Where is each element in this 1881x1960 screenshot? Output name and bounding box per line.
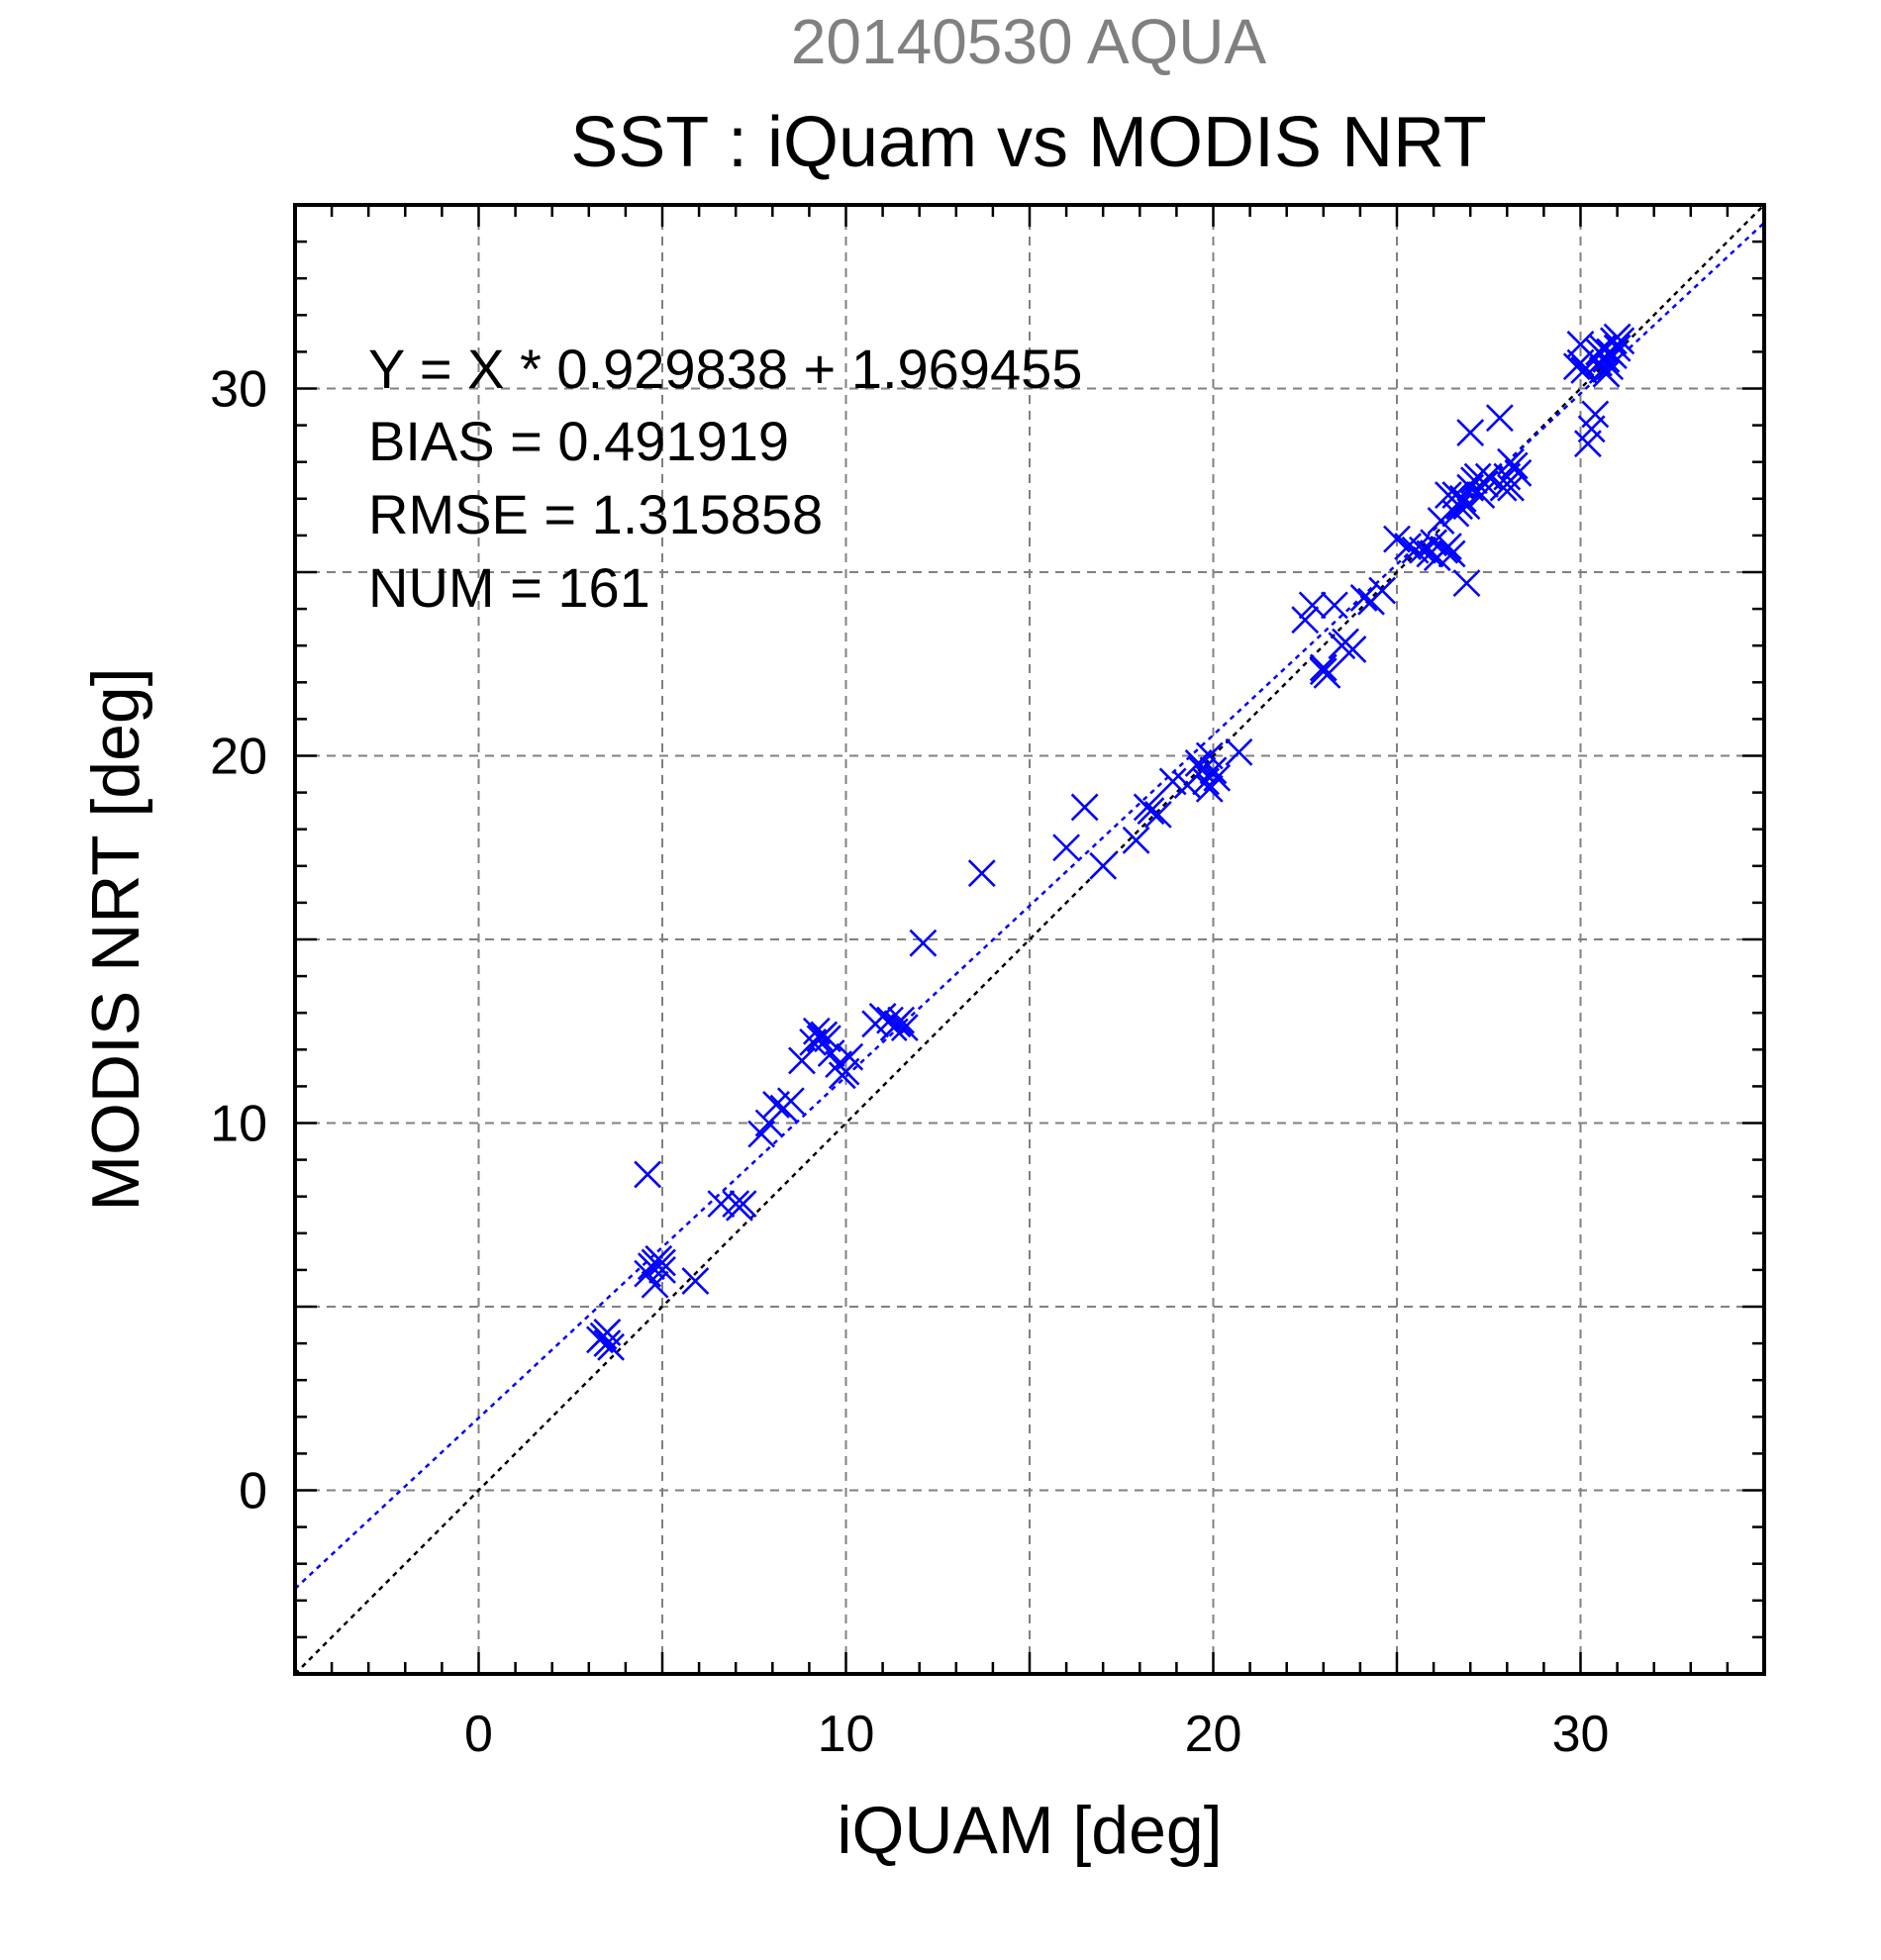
data-point xyxy=(648,1255,676,1284)
data-point xyxy=(1471,470,1499,498)
data-point xyxy=(776,1087,805,1116)
data-point xyxy=(1603,334,1632,362)
data-point xyxy=(1089,851,1118,880)
data-point xyxy=(1349,584,1378,612)
data-point xyxy=(1291,606,1320,635)
data-point xyxy=(1585,338,1613,366)
data-point xyxy=(1188,756,1217,785)
y-tick-label: 20 xyxy=(210,729,267,786)
data-point xyxy=(788,1046,816,1075)
x-tick-label: 20 xyxy=(1185,1706,1242,1763)
data-point xyxy=(1313,660,1341,689)
data-point xyxy=(1607,327,1635,355)
data-point xyxy=(1195,774,1224,803)
data-point xyxy=(729,1190,757,1219)
data-point xyxy=(967,859,996,888)
x-tick-label: 10 xyxy=(818,1706,875,1763)
data-point xyxy=(648,1248,676,1277)
data-point xyxy=(1199,756,1228,785)
data-point xyxy=(836,1042,864,1071)
data-point xyxy=(1309,653,1337,682)
y-tick-label: 10 xyxy=(210,1096,267,1153)
x-tick-label: 30 xyxy=(1552,1706,1610,1763)
data-point xyxy=(1137,797,1165,826)
data-point xyxy=(707,1190,736,1219)
data-point xyxy=(1368,576,1397,605)
reference-lines xyxy=(295,205,1764,1674)
data-point xyxy=(1338,635,1367,663)
data-point xyxy=(681,1267,710,1295)
data-point xyxy=(637,1252,665,1281)
data-point xyxy=(1581,344,1610,373)
data-point xyxy=(1143,800,1172,829)
data-point xyxy=(887,1006,916,1034)
data-point xyxy=(1592,359,1621,388)
num-stat: NUM = 161 xyxy=(368,556,650,619)
data-point xyxy=(1321,591,1348,620)
data-point xyxy=(1467,481,1496,510)
data-point xyxy=(1070,793,1099,822)
data-point xyxy=(1052,833,1081,862)
data-point xyxy=(1596,352,1625,381)
y-tick-label: 30 xyxy=(210,361,267,419)
data-point xyxy=(1225,737,1253,766)
data-point xyxy=(1435,533,1462,560)
data-point xyxy=(1452,569,1481,598)
grid-lines xyxy=(295,205,1764,1674)
data-point xyxy=(1497,473,1525,502)
bias-stat: BIAS = 0.491919 xyxy=(368,410,789,472)
x-axis-label: iQUAM [deg] xyxy=(837,1793,1222,1868)
chart-title: SST : iQuam vs MODIS NRT xyxy=(570,103,1487,182)
rmse-stat: RMSE = 1.315858 xyxy=(368,483,823,545)
data-point xyxy=(1437,539,1466,568)
data-point xyxy=(890,1014,919,1041)
data-point xyxy=(641,1270,669,1299)
data-point xyxy=(876,1006,904,1034)
data-point xyxy=(1298,591,1327,620)
data-point xyxy=(1485,404,1514,433)
tick-labels: 0 10 20 30 0 10 20 30 xyxy=(210,361,1609,1764)
regression-equation: Y = X * 0.929838 + 1.969455 xyxy=(368,338,1082,400)
plot-frame xyxy=(293,203,1766,1676)
y-axis-label: MODIS NRT [deg] xyxy=(78,667,153,1211)
data-point xyxy=(1122,826,1150,854)
data-point xyxy=(909,929,938,957)
x-tick-label: 0 xyxy=(464,1706,493,1763)
fit-line xyxy=(295,222,1764,1590)
chart-subtitle-date: 20140530 AQUA xyxy=(791,6,1267,77)
data-points xyxy=(586,323,1635,1361)
data-point xyxy=(1427,507,1455,535)
data-point xyxy=(1456,419,1485,446)
data-point xyxy=(1452,492,1481,521)
data-point xyxy=(1504,458,1533,487)
data-point xyxy=(634,1160,662,1189)
data-point xyxy=(1581,400,1610,429)
data-point xyxy=(586,1325,614,1354)
y-tick-label: 0 xyxy=(239,1463,267,1520)
